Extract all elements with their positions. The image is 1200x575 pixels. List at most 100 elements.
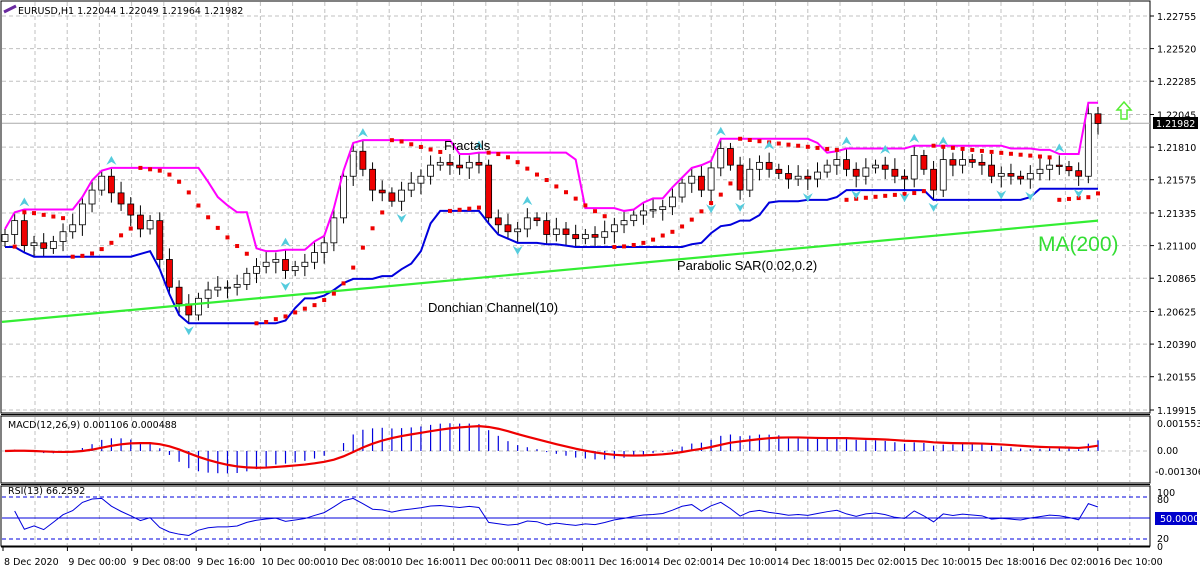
candle — [30, 242, 38, 247]
fractal-down-icon — [1073, 188, 1084, 198]
psar-dot — [892, 192, 897, 197]
psar-dot — [622, 244, 627, 249]
candle — [1017, 175, 1025, 180]
price-axis[interactable]: 1.22755 1.22520 1.22285 1.22045 1.21810 1.215… — [1150, 12, 1196, 417]
psar-dot — [467, 206, 472, 211]
psar-dot — [505, 155, 510, 160]
time-label: 16 Dec 02:00 — [1034, 557, 1098, 568]
candle — [707, 167, 715, 191]
macd-series-layer — [4, 423, 1099, 474]
psar-dot — [515, 160, 520, 165]
psar-dot — [689, 217, 694, 222]
psar-dot — [883, 193, 888, 198]
candle — [1084, 113, 1092, 177]
candle — [1046, 164, 1054, 170]
candle — [340, 175, 347, 219]
time-label: 9 Dec 08:00 — [133, 557, 191, 568]
candle — [465, 161, 473, 169]
psar-dot — [90, 251, 95, 256]
time-label: 11 Dec 08:00 — [519, 557, 583, 568]
fractal-down-icon — [802, 193, 813, 203]
psar-dot — [534, 172, 539, 177]
price-tick: 1.21335 — [1157, 209, 1196, 220]
candle — [253, 266, 260, 274]
donchian-label: Donchian Channel(10) — [428, 300, 558, 315]
candle — [359, 150, 367, 170]
time-label: 9 Dec 00:00 — [68, 557, 126, 568]
fractal-up-icon — [522, 196, 533, 206]
candle — [746, 168, 754, 191]
psar-dot — [757, 139, 762, 144]
rsi-panel[interactable] — [0, 485, 1151, 547]
psar-dot — [631, 242, 636, 247]
candle — [107, 175, 115, 194]
fractal-up-icon — [764, 140, 775, 150]
psar-dot — [941, 144, 946, 149]
psar-dot — [283, 314, 288, 319]
psar-dot — [912, 191, 917, 196]
candle — [601, 231, 609, 238]
time-label: 10 Dec 08:00 — [326, 557, 390, 568]
psar-dot — [863, 195, 868, 200]
price-tick: 1.20390 — [1157, 340, 1196, 351]
psar-dot — [979, 148, 984, 153]
symbol-header: EURUSD,H1 1.22044 1.22049 1.21964 1.2198… — [18, 6, 243, 17]
current-price-badge: 1.21982 — [1153, 117, 1198, 130]
fractal-down-icon — [512, 245, 523, 255]
candle — [369, 168, 376, 191]
candle — [901, 175, 908, 180]
candle — [872, 164, 879, 169]
rsi-level-badge: 50.0000 — [1155, 512, 1199, 525]
price-tick: 1.21100 — [1157, 242, 1196, 253]
psar-dot — [999, 150, 1004, 155]
psar-dot — [805, 144, 810, 149]
psar-dot — [786, 142, 791, 147]
psar-dot — [186, 190, 191, 195]
candle — [669, 196, 676, 208]
fractal-down-icon — [851, 190, 862, 200]
candle — [398, 189, 405, 202]
candle — [552, 228, 560, 235]
psar-dot — [825, 146, 830, 151]
fractal-up-icon — [938, 136, 949, 146]
candle — [765, 161, 773, 170]
price-tick: 1.20865 — [1157, 274, 1196, 285]
macd-tick-min: -0.001306 — [1155, 467, 1200, 478]
psar-dot — [1086, 195, 1091, 200]
candle — [301, 261, 309, 267]
candle — [436, 161, 444, 166]
psar-dot — [457, 207, 462, 212]
psar-dot — [177, 179, 182, 184]
psar-dot — [728, 181, 733, 186]
psar-dot — [544, 178, 549, 183]
candle — [78, 203, 86, 226]
psar-dot — [80, 253, 85, 258]
candle — [282, 259, 289, 271]
fractal-up-icon — [357, 128, 368, 138]
candle — [843, 159, 850, 170]
fractal-up-icon — [106, 155, 117, 165]
psar-dot — [428, 147, 433, 152]
candle — [388, 192, 396, 202]
candle — [291, 266, 299, 271]
candle — [727, 148, 734, 166]
main-price-panel[interactable] — [0, 0, 1151, 414]
psar-dot — [950, 145, 955, 150]
psar-dot — [370, 226, 375, 231]
psar-dot — [747, 137, 752, 142]
fractal-down-icon — [899, 193, 910, 203]
rsi-label: RSI(13) 66.2592 — [8, 486, 85, 497]
psar-dot — [1037, 154, 1042, 159]
candle — [166, 259, 173, 288]
time-label: 11 Dec 00:00 — [455, 557, 519, 568]
candle — [939, 159, 947, 191]
price-tick: 1.21810 — [1157, 143, 1196, 154]
time-label: 11 Dec 16:00 — [584, 557, 648, 568]
psar-dot — [660, 233, 665, 238]
psar-dot — [525, 166, 530, 171]
candle — [1055, 164, 1063, 167]
fractal-up-icon — [473, 140, 484, 150]
time-axis[interactable]: 8 Dec 2020 9 Dec 00:00 9 Dec 08:00 9 Dec 16… — [1, 546, 1163, 568]
psar-dot — [612, 244, 617, 249]
